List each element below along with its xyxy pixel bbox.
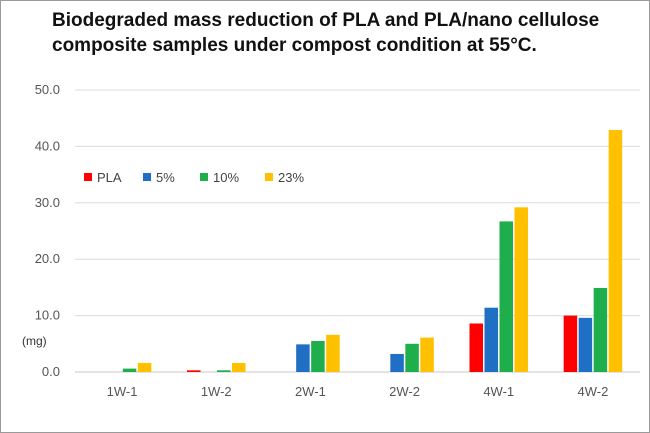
bar-5pct-4w-2: [578, 317, 593, 372]
x-axis-ticks: 1W-1 1W-2 2W-1 2W-2 4W-1 4W-2: [107, 384, 609, 399]
bar-10pct-1w-2: [217, 370, 231, 372]
bar-10pct-2w-1: [311, 340, 325, 372]
bar-pla-1w-2: [187, 370, 201, 372]
legend-swatch: [143, 173, 151, 181]
legend-swatch: [200, 173, 208, 181]
chart-title-line-2: composite samples under compost conditio…: [52, 35, 537, 56]
y-tick-label: 10.0: [35, 308, 60, 323]
legend-swatch: [84, 173, 92, 181]
legend-label: 5%: [156, 170, 175, 185]
y-tick-label: 20.0: [35, 251, 60, 266]
gridlines: [75, 89, 640, 373]
bar-5pct-4w-1: [484, 307, 498, 372]
bar-10pct-1w-1: [122, 368, 137, 372]
bar-23pct-4w-2: [608, 130, 623, 372]
x-tick-label: 1W-2: [201, 384, 232, 399]
bar-5pct-2w-1: [296, 344, 310, 372]
legend-label: 23%: [278, 170, 304, 185]
bar-23pct-2w-2: [420, 337, 434, 372]
x-tick-label: 1W-1: [107, 384, 138, 399]
bar-10pct-4w-1: [499, 221, 513, 372]
bar-23pct-2w-1: [326, 334, 340, 372]
legend: PLA 5% 10% 23%: [84, 170, 304, 185]
legend-label: PLA: [97, 170, 122, 185]
bar-23pct-1w-1: [137, 362, 152, 372]
y-tick-label: 40.0: [35, 138, 60, 153]
x-tick-label: 4W-1: [483, 384, 514, 399]
y-tick-label: 30.0: [35, 195, 60, 210]
bar-pla-4w-1: [469, 323, 483, 372]
y-tick-label: 0.0: [42, 364, 60, 379]
bar-23pct-4w-1: [514, 207, 528, 372]
y-axis-label: (mg): [22, 334, 47, 348]
bar-10pct-2w-2: [405, 343, 419, 372]
bar-pla-4w-2: [563, 315, 578, 372]
bars: [122, 130, 623, 372]
chart-title: Biodegraded mass reduction of PLA and PL…: [52, 8, 632, 58]
legend-swatch: [265, 173, 273, 181]
bar-10pct-4w-2: [593, 287, 608, 372]
x-tick-label: 4W-2: [578, 384, 609, 399]
bar-23pct-1w-2: [232, 362, 246, 372]
y-tick-label: 50.0: [35, 82, 60, 97]
y-axis-ticks: 0.0 10.0 20.0 30.0 40.0 50.0: [35, 82, 60, 379]
chart-title-line-1: Biodegraded mass reduction of PLA and PL…: [52, 10, 600, 31]
bar-5pct-2w-2: [390, 353, 404, 372]
x-tick-label: 2W-2: [389, 384, 420, 399]
x-tick-label: 2W-1: [295, 384, 326, 399]
legend-label: 10%: [213, 170, 239, 185]
